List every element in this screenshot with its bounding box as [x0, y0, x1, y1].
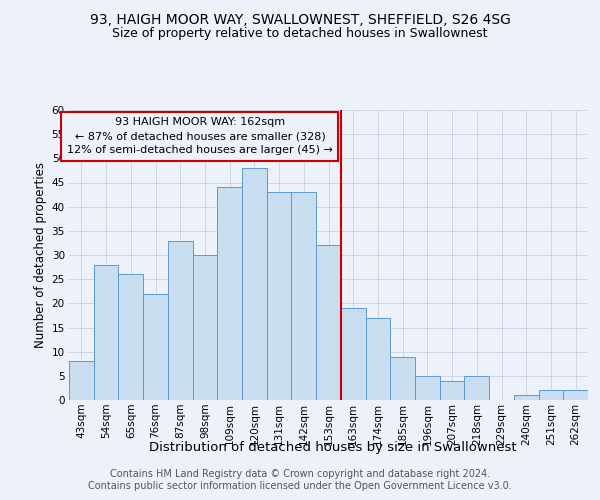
Bar: [390, 356, 415, 400]
Bar: [316, 246, 341, 400]
Bar: [464, 376, 489, 400]
Bar: [563, 390, 588, 400]
Bar: [118, 274, 143, 400]
Text: Size of property relative to detached houses in Swallownest: Size of property relative to detached ho…: [112, 28, 488, 40]
Bar: [168, 240, 193, 400]
Y-axis label: Number of detached properties: Number of detached properties: [34, 162, 47, 348]
Bar: [415, 376, 440, 400]
Bar: [217, 188, 242, 400]
Bar: [242, 168, 267, 400]
Bar: [341, 308, 365, 400]
Bar: [365, 318, 390, 400]
Bar: [267, 192, 292, 400]
Text: 93, HAIGH MOOR WAY, SWALLOWNEST, SHEFFIELD, S26 4SG: 93, HAIGH MOOR WAY, SWALLOWNEST, SHEFFIE…: [89, 12, 511, 26]
Bar: [539, 390, 563, 400]
Bar: [143, 294, 168, 400]
Text: Distribution of detached houses by size in Swallownest: Distribution of detached houses by size …: [149, 441, 517, 454]
Text: Contains HM Land Registry data © Crown copyright and database right 2024.: Contains HM Land Registry data © Crown c…: [110, 469, 490, 479]
Text: Contains public sector information licensed under the Open Government Licence v3: Contains public sector information licen…: [88, 481, 512, 491]
Text: 93 HAIGH MOOR WAY: 162sqm
← 87% of detached houses are smaller (328)
12% of semi: 93 HAIGH MOOR WAY: 162sqm ← 87% of detac…: [67, 117, 333, 155]
Bar: [193, 255, 217, 400]
Bar: [69, 362, 94, 400]
Bar: [292, 192, 316, 400]
Bar: [514, 395, 539, 400]
Bar: [94, 264, 118, 400]
Bar: [440, 380, 464, 400]
